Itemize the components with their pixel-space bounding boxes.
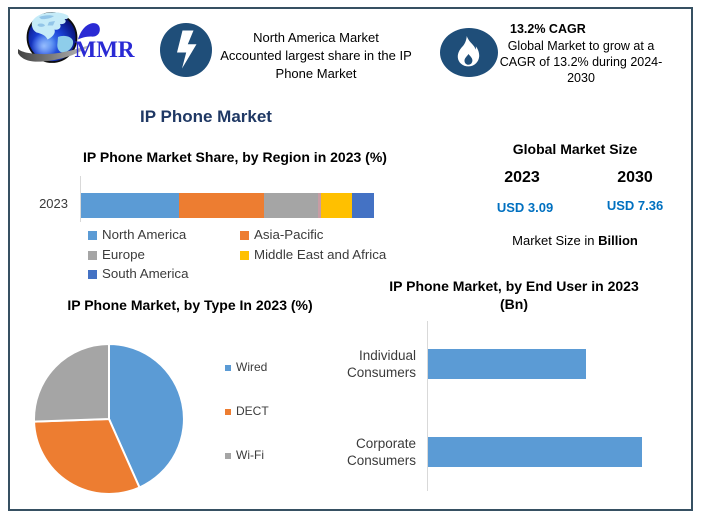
svg-text:MMR: MMR — [75, 37, 135, 62]
